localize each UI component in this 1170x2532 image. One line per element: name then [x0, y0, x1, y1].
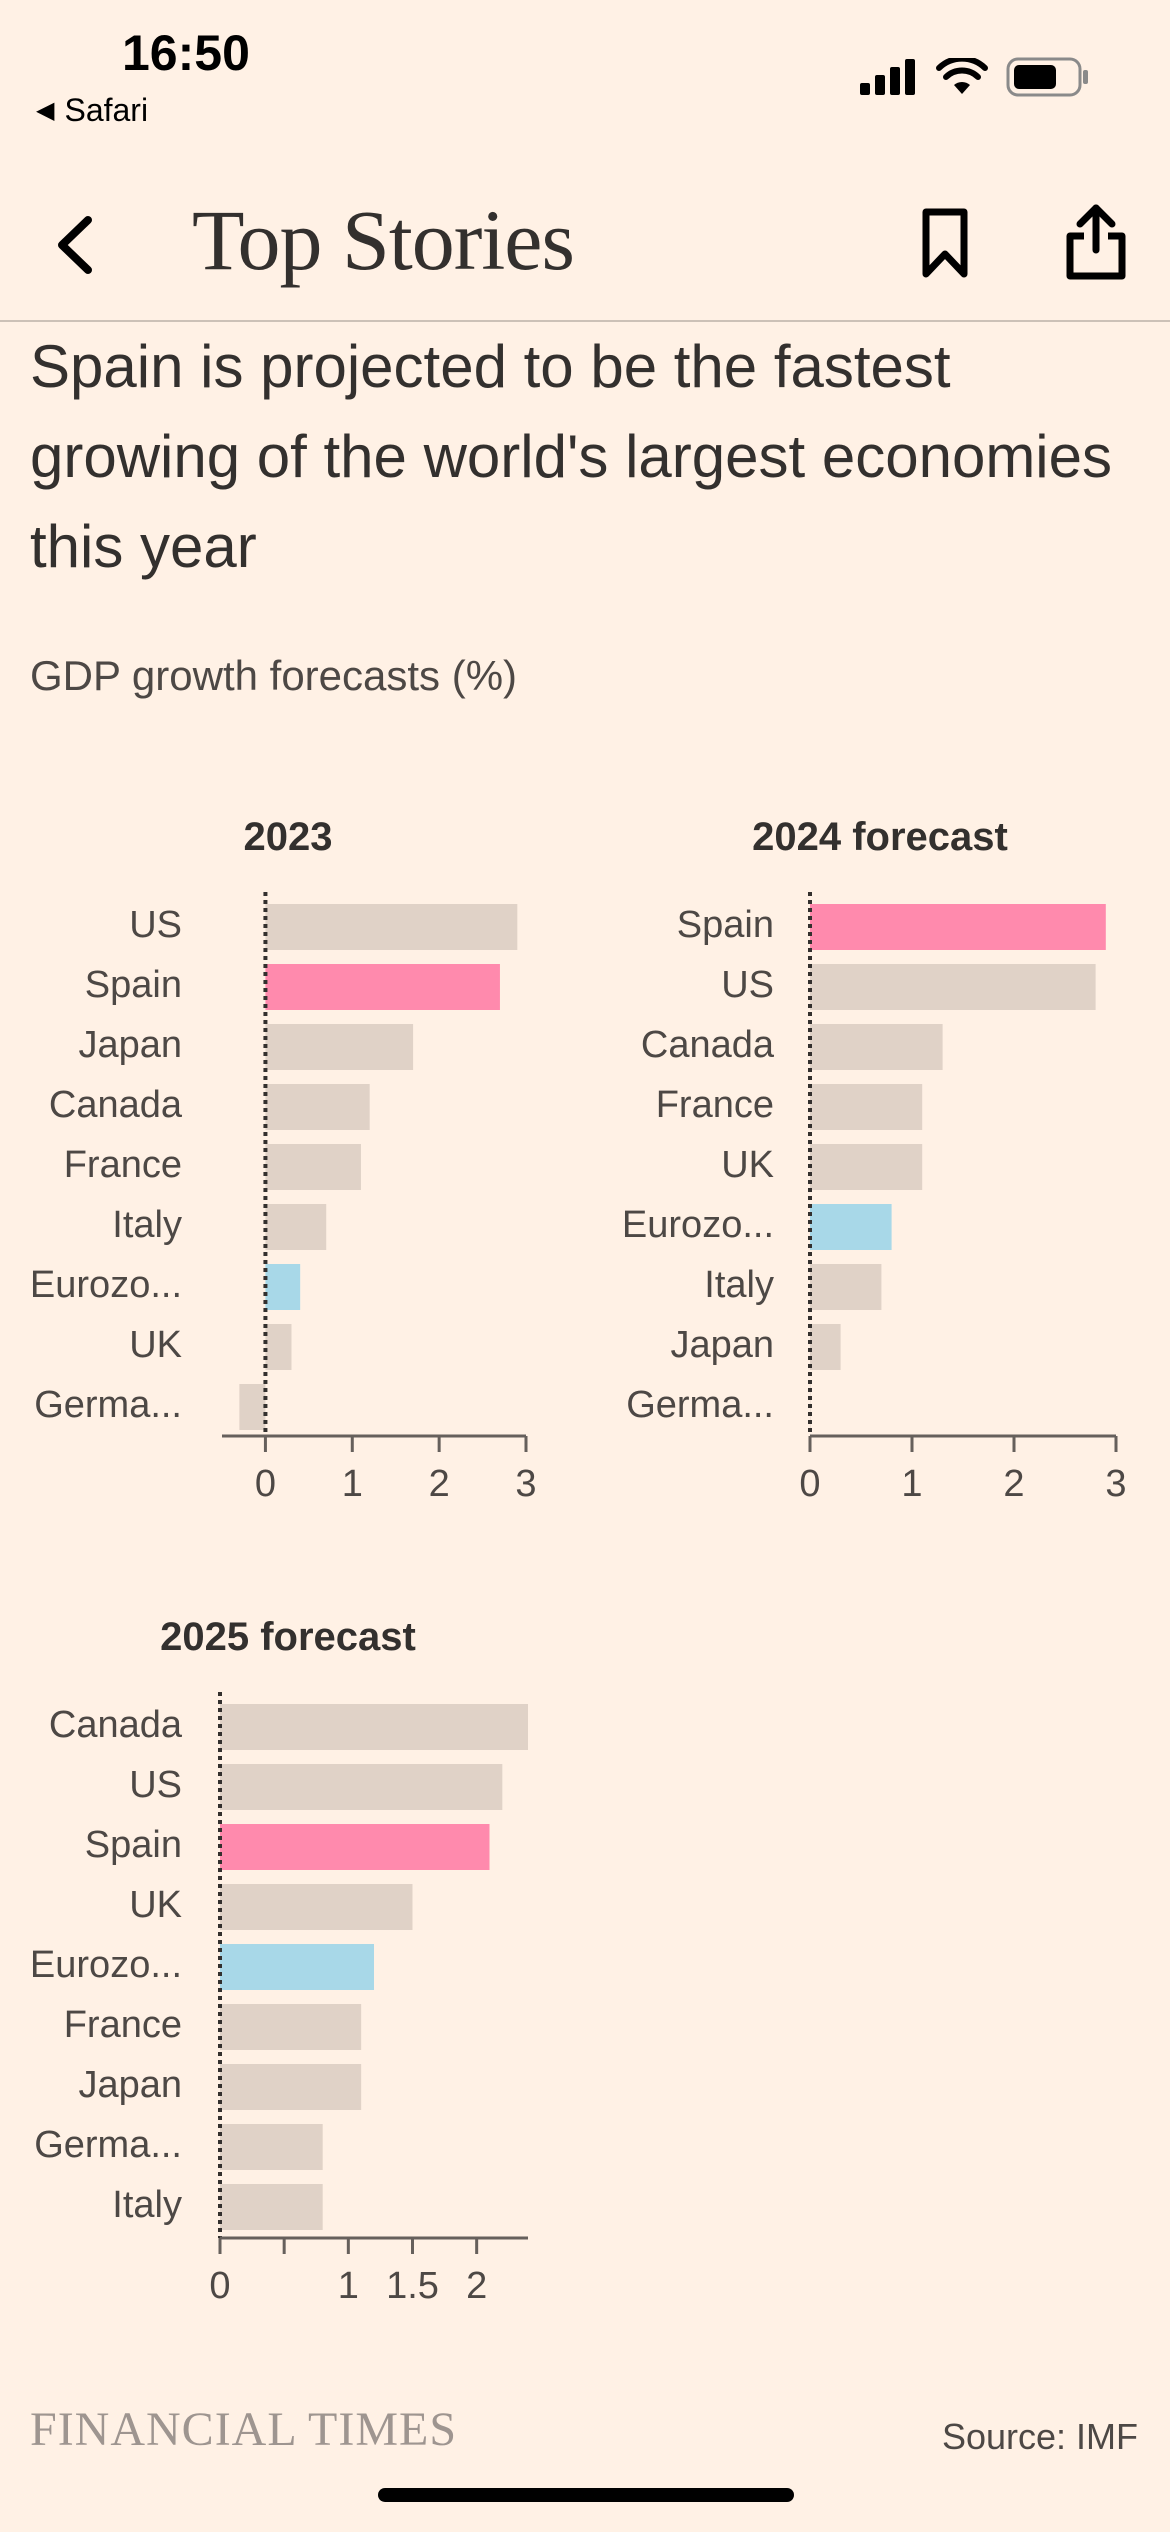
- bookmark-button[interactable]: [920, 208, 970, 280]
- category-label: UK: [129, 1324, 182, 1366]
- bar-spain: [810, 904, 1106, 950]
- x-tick-label: 1: [901, 1463, 922, 1505]
- category-label: Japan: [670, 1324, 774, 1366]
- category-label: Spain: [85, 1824, 182, 1866]
- x-tick-label: 1: [338, 2265, 359, 2307]
- share-icon: [1066, 204, 1126, 280]
- bar-spain: [220, 1824, 490, 1870]
- category-label: Canada: [641, 1024, 775, 1066]
- bar-japan: [810, 1324, 841, 1370]
- category-label: Canada: [49, 1704, 183, 1746]
- category-label: France: [656, 1084, 774, 1126]
- category-label: France: [64, 1144, 182, 1186]
- bar-canada: [265, 1084, 370, 1130]
- category-label: Eurozo...: [622, 1204, 774, 1246]
- x-tick-label: 1: [342, 1463, 363, 1505]
- category-label: France: [64, 2004, 182, 2046]
- article-headline: Spain is projected to be the fastest gro…: [30, 333, 1112, 580]
- bar-uk: [265, 1324, 292, 1370]
- page-title: Top Stories: [192, 192, 575, 288]
- category-label: US: [129, 1764, 182, 1806]
- category-label: Italy: [704, 1264, 774, 1306]
- bar-us: [265, 904, 518, 950]
- x-tick-label: 3: [515, 1463, 536, 1505]
- x-tick-label: 0: [255, 1463, 276, 1505]
- bar-italy: [265, 1204, 327, 1250]
- bar-japan: [220, 2064, 362, 2110]
- category-label: Italy: [112, 1204, 182, 1246]
- source-note: Source: IMF: [941, 2416, 1138, 2457]
- gdp-charts: 2023USSpainJapanCanadaFranceItalyEurozo.…: [30, 815, 1127, 2307]
- bar-us: [810, 964, 1096, 1010]
- bar-canada: [220, 1704, 528, 1750]
- bar-italy: [220, 2184, 323, 2230]
- bar-uk: [220, 1884, 413, 1930]
- category-label: Italy: [112, 2184, 182, 2226]
- bar-us: [220, 1764, 503, 1810]
- bar-eurozo: [265, 1264, 301, 1310]
- status-time: 16:50: [122, 25, 250, 81]
- chevron-left-icon: [58, 216, 92, 274]
- ft-logo: FINANCIAL TIMES: [30, 2403, 458, 2456]
- category-label: US: [129, 904, 182, 946]
- status-bar: 16:50 ◀ Safari: [0, 0, 1170, 150]
- category-label: Spain: [677, 904, 774, 946]
- back-app-label: Safari: [64, 92, 149, 128]
- battery-icon: [1006, 57, 1088, 97]
- wifi-icon: [936, 58, 988, 94]
- bar-eurozo: [810, 1204, 892, 1250]
- category-label: Japan: [78, 2064, 182, 2106]
- bar-eurozo: [220, 1944, 374, 1990]
- bar-germa: [220, 2124, 323, 2170]
- x-tick-label: 2: [466, 2265, 487, 2307]
- back-to-safari-link[interactable]: ◀ Safari: [36, 92, 148, 129]
- back-button[interactable]: [48, 210, 104, 280]
- x-tick-label: 0: [799, 1463, 820, 1505]
- bookmark-icon: [922, 208, 968, 278]
- bar-france: [810, 1084, 923, 1130]
- bar-italy: [810, 1264, 882, 1310]
- category-label: Canada: [49, 1084, 183, 1126]
- chart-subtitle: GDP growth forecasts (%): [30, 652, 518, 699]
- chart-title: 2023: [244, 815, 333, 859]
- x-tick-label: 0: [209, 2265, 230, 2307]
- bar-france: [220, 2004, 362, 2050]
- category-label: Germa...: [34, 2124, 182, 2166]
- category-label: Germa...: [34, 1384, 182, 1426]
- bar-france: [265, 1144, 361, 1190]
- category-label: UK: [129, 1884, 182, 1926]
- category-label: Spain: [85, 964, 182, 1006]
- x-tick-label: 2: [1003, 1463, 1024, 1505]
- bar-canada: [810, 1024, 943, 1070]
- category-label: UK: [721, 1144, 774, 1186]
- bar-japan: [265, 1024, 414, 1070]
- nav-bar: Top Stories: [0, 150, 1170, 322]
- category-label: Eurozo...: [30, 1264, 182, 1306]
- share-button[interactable]: [1064, 202, 1128, 282]
- x-tick-label: 1.5: [386, 2265, 439, 2307]
- category-label: Eurozo...: [30, 1944, 182, 1986]
- bar-uk: [810, 1144, 923, 1190]
- bar-spain: [265, 964, 500, 1010]
- status-icons: [860, 56, 1090, 98]
- home-indicator[interactable]: [378, 2488, 794, 2502]
- x-tick-label: 3: [1105, 1463, 1126, 1505]
- category-label: Germa...: [626, 1384, 774, 1426]
- category-label: Japan: [78, 1024, 182, 1066]
- cellular-signal-icon: [860, 59, 915, 95]
- category-label: US: [721, 964, 774, 1006]
- chart-title: 2025 forecast: [160, 1615, 416, 1659]
- x-tick-label: 2: [429, 1463, 450, 1505]
- chart-title: 2024 forecast: [752, 815, 1008, 859]
- back-triangle-icon: ◀: [36, 97, 55, 124]
- bar-germa: [239, 1384, 266, 1430]
